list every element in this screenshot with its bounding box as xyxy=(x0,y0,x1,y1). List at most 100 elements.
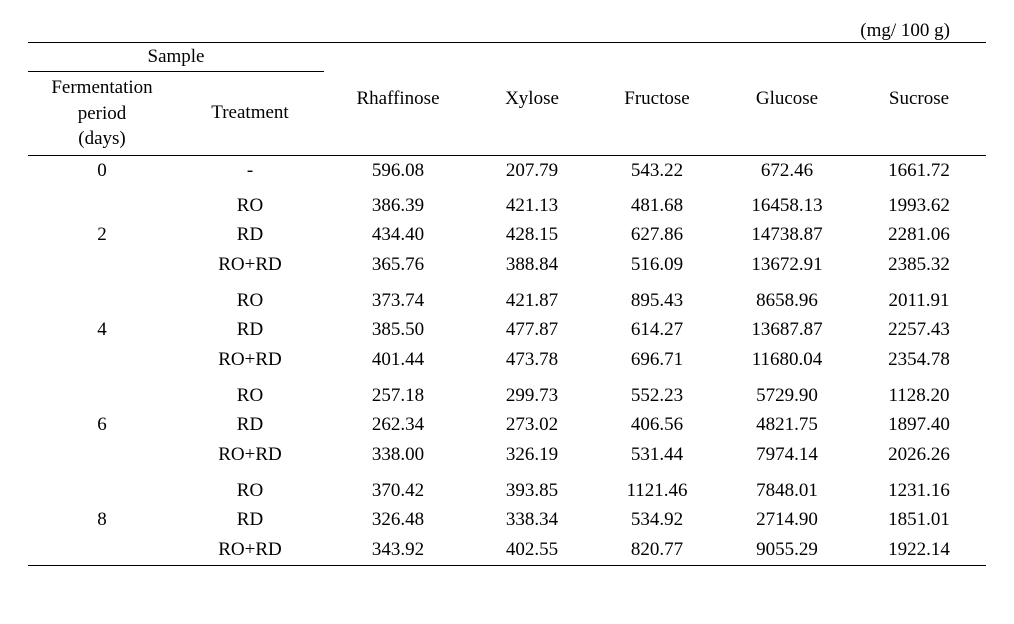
cell-xylose: 393.85 xyxy=(472,470,592,505)
cell-treatment: RO+RD xyxy=(176,250,324,280)
cell-fructose: 543.22 xyxy=(592,155,722,185)
cell-sucrose: 2026.26 xyxy=(852,440,986,470)
cell-period xyxy=(28,185,176,220)
cell-period xyxy=(28,535,176,565)
cell-xylose: 421.87 xyxy=(472,280,592,315)
cell-treatment: RD xyxy=(176,505,324,535)
cell-fructose: 1121.46 xyxy=(592,470,722,505)
header-sucrose: Sucrose xyxy=(852,43,986,156)
cell-fructose: 534.92 xyxy=(592,505,722,535)
cell-sucrose: 1661.72 xyxy=(852,155,986,185)
cell-glucose: 11680.04 xyxy=(722,345,852,375)
cell-glucose: 13672.91 xyxy=(722,250,852,280)
table-row: RO+RD401.44473.78696.7111680.042354.78 xyxy=(28,345,986,375)
cell-treatment: RD xyxy=(176,410,324,440)
cell-xylose: 299.73 xyxy=(472,375,592,410)
cell-period xyxy=(28,280,176,315)
sugar-table: Sample Rhaffinose Xylose Fructose Glucos… xyxy=(28,42,986,566)
cell-fructose: 627.86 xyxy=(592,220,722,250)
header-period-line3: (days) xyxy=(78,128,125,149)
cell-xylose: 207.79 xyxy=(472,155,592,185)
cell-glucose: 9055.29 xyxy=(722,535,852,565)
cell-glucose: 7974.14 xyxy=(722,440,852,470)
cell-xylose: 477.87 xyxy=(472,315,592,345)
table-row: RO+RD365.76388.84516.0913672.912385.32 xyxy=(28,250,986,280)
cell-sucrose: 1897.40 xyxy=(852,410,986,440)
cell-fructose: 614.27 xyxy=(592,315,722,345)
cell-fructose: 481.68 xyxy=(592,185,722,220)
cell-sucrose: 2354.78 xyxy=(852,345,986,375)
cell-glucose: 672.46 xyxy=(722,155,852,185)
cell-glucose: 8658.96 xyxy=(722,280,852,315)
cell-xylose: 338.34 xyxy=(472,505,592,535)
cell-period: 6 xyxy=(28,410,176,440)
cell-sucrose: 1851.01 xyxy=(852,505,986,535)
cell-xylose: 388.84 xyxy=(472,250,592,280)
table-row: RO386.39421.13481.6816458.131993.62 xyxy=(28,185,986,220)
cell-sucrose: 2257.43 xyxy=(852,315,986,345)
cell-xylose: 428.15 xyxy=(472,220,592,250)
table-body: 0-596.08207.79543.22672.461661.72RO386.3… xyxy=(28,155,986,565)
cell-treatment: RO xyxy=(176,280,324,315)
table-row: RO373.74421.87895.438658.962011.91 xyxy=(28,280,986,315)
cell-period: 8 xyxy=(28,505,176,535)
cell-glucose: 14738.87 xyxy=(722,220,852,250)
header-fructose: Fructose xyxy=(592,43,722,156)
cell-treatment: RO+RD xyxy=(176,535,324,565)
header-sample: Sample xyxy=(28,43,324,72)
table-row: 0-596.08207.79543.22672.461661.72 xyxy=(28,155,986,185)
cell-period xyxy=(28,375,176,410)
cell-fructose: 552.23 xyxy=(592,375,722,410)
header-glucose: Glucose xyxy=(722,43,852,156)
cell-period xyxy=(28,440,176,470)
table-header: Sample Rhaffinose Xylose Fructose Glucos… xyxy=(28,43,986,156)
cell-sucrose: 2385.32 xyxy=(852,250,986,280)
table-row: 8RD326.48338.34534.922714.901851.01 xyxy=(28,505,986,535)
cell-rhaffinose: 365.76 xyxy=(324,250,472,280)
cell-treatment: RD xyxy=(176,315,324,345)
cell-xylose: 273.02 xyxy=(472,410,592,440)
cell-fructose: 696.71 xyxy=(592,345,722,375)
cell-sucrose: 1128.20 xyxy=(852,375,986,410)
table-row: RO257.18299.73552.235729.901128.20 xyxy=(28,375,986,410)
cell-period: 4 xyxy=(28,315,176,345)
cell-rhaffinose: 386.39 xyxy=(324,185,472,220)
cell-period: 2 xyxy=(28,220,176,250)
cell-sucrose: 1231.16 xyxy=(852,470,986,505)
cell-period: 0 xyxy=(28,155,176,185)
cell-treatment: RO xyxy=(176,470,324,505)
cell-rhaffinose: 385.50 xyxy=(324,315,472,345)
header-period-line1: Fermentation xyxy=(51,77,152,98)
cell-sucrose: 1993.62 xyxy=(852,185,986,220)
cell-period xyxy=(28,250,176,280)
cell-treatment: RO+RD xyxy=(176,440,324,470)
cell-rhaffinose: 596.08 xyxy=(324,155,472,185)
header-rhaffinose: Rhaffinose xyxy=(324,43,472,156)
cell-fructose: 531.44 xyxy=(592,440,722,470)
cell-glucose: 16458.13 xyxy=(722,185,852,220)
cell-period xyxy=(28,470,176,505)
cell-xylose: 421.13 xyxy=(472,185,592,220)
header-treatment: Treatment xyxy=(176,72,324,156)
cell-period xyxy=(28,345,176,375)
cell-treatment: RO xyxy=(176,185,324,220)
cell-rhaffinose: 262.34 xyxy=(324,410,472,440)
cell-glucose: 5729.90 xyxy=(722,375,852,410)
cell-rhaffinose: 373.74 xyxy=(324,280,472,315)
header-period-line2: period xyxy=(78,103,127,124)
cell-glucose: 13687.87 xyxy=(722,315,852,345)
cell-treatment: RO xyxy=(176,375,324,410)
cell-treatment: - xyxy=(176,155,324,185)
cell-xylose: 402.55 xyxy=(472,535,592,565)
cell-sucrose: 2011.91 xyxy=(852,280,986,315)
header-period: Fermentation period (days) xyxy=(28,72,176,156)
cell-rhaffinose: 257.18 xyxy=(324,375,472,410)
cell-rhaffinose: 370.42 xyxy=(324,470,472,505)
cell-glucose: 7848.01 xyxy=(722,470,852,505)
cell-fructose: 516.09 xyxy=(592,250,722,280)
cell-rhaffinose: 434.40 xyxy=(324,220,472,250)
cell-xylose: 326.19 xyxy=(472,440,592,470)
cell-treatment: RD xyxy=(176,220,324,250)
cell-glucose: 2714.90 xyxy=(722,505,852,535)
unit-label: (mg/ 100 g) xyxy=(28,20,986,42)
